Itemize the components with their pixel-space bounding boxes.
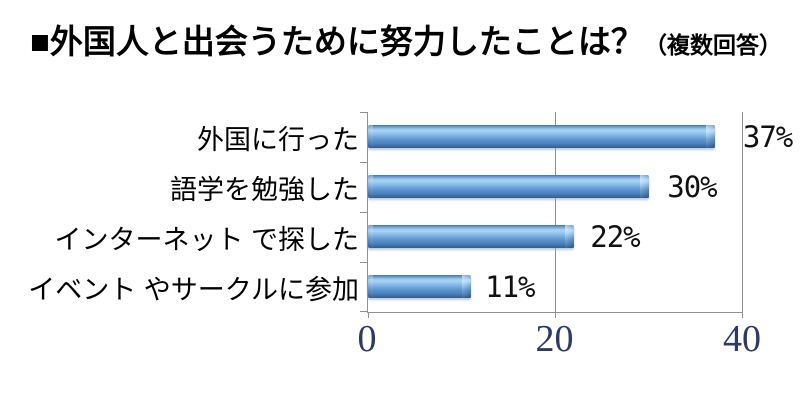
y-tick-mark [360,311,368,312]
x-tick-mark [742,312,743,318]
y-tick-mark [360,112,368,113]
category-label: 語学を勉強した [170,174,359,205]
x-tick-mark [368,312,369,318]
y-tick-mark [360,212,368,213]
bar [368,175,650,198]
x-axis-labels: 0 20 40 [358,317,762,365]
y-tick-mark [360,262,368,263]
gridline [742,112,743,312]
y-tick-mark [360,162,368,163]
bar [368,225,575,248]
value-label: 22% [590,220,640,254]
bar [368,125,715,148]
plot-area: 37% 30% 22% 11% [360,112,793,318]
x-tick-label: 40 [723,318,761,360]
category-label: 外国に行った [197,124,359,155]
category-axis: 外国に行った語学を勉強したインターネット で探したイベント やサークルに参加 [12,112,359,312]
value-label: 37% [742,120,793,154]
chart-title: ■外国人と出会うために努力したことは？（複数回答） [30,23,782,60]
value-label: 11% [485,270,535,304]
x-tick-mark [554,312,556,318]
x-tick-label: 20 [535,318,574,360]
chart-title-main: ■外国人と出会うために努力したことは？ [30,23,644,60]
category-label: イベント やサークルに参加 [28,274,359,305]
chart-title-suffix: （複数回答） [643,32,782,58]
category-label: インターネット で探した [54,224,359,255]
gridline [554,112,556,312]
bar [368,275,472,298]
value-label: 30% [667,170,717,204]
x-tick-label: 0 [357,318,377,360]
